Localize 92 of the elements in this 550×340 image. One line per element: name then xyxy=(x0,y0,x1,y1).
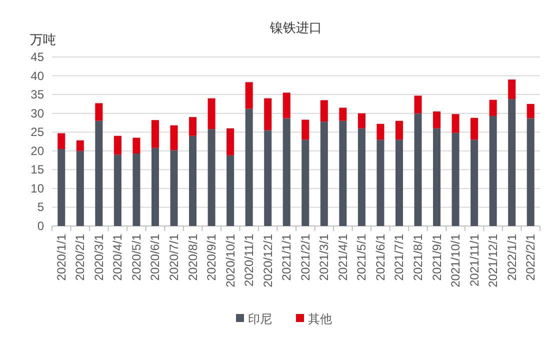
bar xyxy=(376,124,384,140)
bar xyxy=(208,98,216,130)
bar xyxy=(114,136,122,155)
x-tick-label: 2020/10/1 xyxy=(223,234,238,288)
bar xyxy=(452,114,460,133)
y-tick-label: 10 xyxy=(30,181,44,196)
x-tick-label: 2021/12/1 xyxy=(486,234,500,288)
x-tick-label: 2021/3/1 xyxy=(317,234,332,281)
bar xyxy=(189,136,197,226)
bar xyxy=(208,129,216,226)
bar xyxy=(76,140,84,151)
bar xyxy=(114,154,122,226)
y-tick-label: 30 xyxy=(30,106,44,120)
x-tick-label: 2020/6/1 xyxy=(148,234,162,281)
y-tick-label: 25 xyxy=(30,125,44,140)
bar xyxy=(489,100,497,116)
bar xyxy=(489,116,497,226)
x-tick-label: 2020/4/1 xyxy=(110,234,125,281)
bar xyxy=(395,120,403,140)
bar xyxy=(414,96,422,114)
x-tick-label: 2022/1/1 xyxy=(504,234,519,281)
x-tick-label: 2020/2/1 xyxy=(73,234,88,281)
bar xyxy=(58,149,66,226)
bar xyxy=(226,155,234,226)
x-tick-label: 2020/9/1 xyxy=(204,234,219,281)
bar xyxy=(339,108,347,121)
y-tick-label: 0 xyxy=(37,219,44,233)
bar xyxy=(58,133,66,150)
bar xyxy=(414,113,422,226)
bar xyxy=(132,154,140,226)
x-tick-label: 2021/11/1 xyxy=(467,234,482,286)
x-tick-label: 2021/10/1 xyxy=(448,234,463,288)
chart-title: 镍铁进口 xyxy=(269,20,322,35)
bar xyxy=(245,82,253,109)
bar xyxy=(433,128,441,226)
y-tick-label: 5 xyxy=(37,200,44,214)
x-tick-label: 2021/7/1 xyxy=(392,234,406,281)
bar xyxy=(264,130,272,226)
bar xyxy=(170,150,178,226)
bar xyxy=(151,120,159,148)
bar xyxy=(76,150,84,226)
x-tick-label: 2020/7/1 xyxy=(167,234,181,281)
bar xyxy=(470,140,478,226)
bar xyxy=(395,140,403,226)
x-tick-label: 2022/2/1 xyxy=(524,234,538,281)
x-tick-label: 2021/5/1 xyxy=(354,234,369,281)
bar xyxy=(264,98,272,130)
bar xyxy=(189,117,197,136)
y-axis-title: 万吨 xyxy=(30,32,56,47)
bar xyxy=(339,120,347,226)
bar xyxy=(302,120,310,140)
bar xyxy=(282,118,290,226)
bar xyxy=(358,128,366,226)
x-tick-label: 2021/9/1 xyxy=(430,234,444,281)
bar xyxy=(95,103,103,121)
bar xyxy=(320,122,328,226)
legend-label: 印尼 xyxy=(248,312,272,326)
bar xyxy=(470,118,478,140)
bar xyxy=(282,92,290,118)
x-tick-label: 2020/1/1 xyxy=(54,234,68,281)
x-tick-label: 2021/4/1 xyxy=(336,234,350,281)
bar xyxy=(151,148,159,226)
x-tick-label: 2020/11/1 xyxy=(242,234,256,286)
bar xyxy=(526,104,534,118)
x-tick-label: 2020/3/1 xyxy=(92,234,106,281)
x-tick-label: 2020/12/1 xyxy=(260,234,275,288)
x-tick-label: 2020/8/1 xyxy=(186,234,200,281)
bar xyxy=(508,99,516,226)
y-tick-label: 45 xyxy=(30,50,44,64)
x-tick-label: 2021/6/1 xyxy=(373,234,388,281)
bar xyxy=(433,111,441,128)
bar xyxy=(376,140,384,226)
bar xyxy=(452,132,460,226)
bar xyxy=(245,108,253,226)
legend-label: 其他 xyxy=(308,312,332,326)
y-tick-label: 35 xyxy=(30,88,44,102)
bar xyxy=(302,140,310,226)
x-tick-label: 2021/2/1 xyxy=(298,234,312,281)
x-tick-label: 2021/8/1 xyxy=(411,234,425,281)
bar xyxy=(226,128,234,156)
bar xyxy=(95,120,103,226)
bar xyxy=(132,138,140,154)
bar xyxy=(358,113,366,128)
y-tick-label: 40 xyxy=(30,68,44,83)
bar xyxy=(526,118,534,226)
y-tick-label: 20 xyxy=(30,144,44,158)
x-tick-label: 2020/5/1 xyxy=(129,234,144,281)
bar xyxy=(508,80,516,100)
x-tick-label: 2021/1/1 xyxy=(280,234,294,281)
bar xyxy=(170,125,178,150)
bar xyxy=(320,100,328,122)
y-tick-label: 15 xyxy=(30,162,44,177)
